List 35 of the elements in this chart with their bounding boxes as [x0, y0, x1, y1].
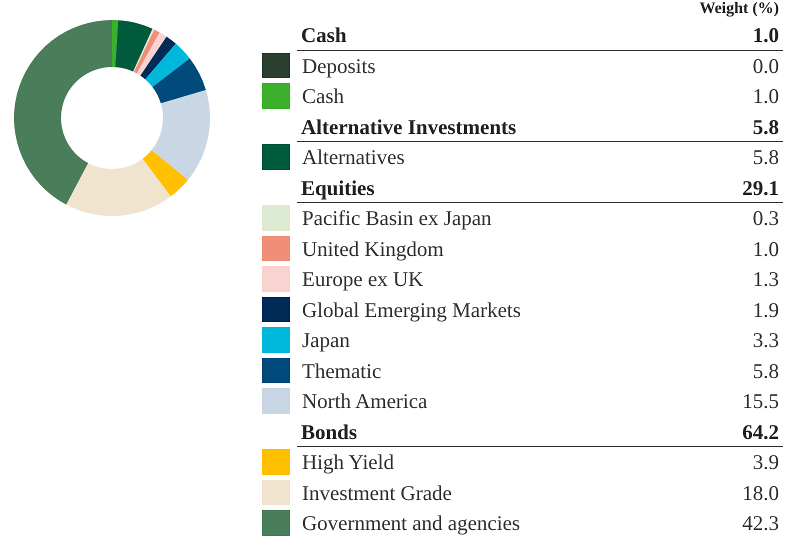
- legend-label: Deposits: [302, 54, 376, 78]
- data-label: 18.0: [742, 480, 779, 506]
- text: Alternative Investments: [301, 114, 516, 140]
- legend-label: Cash: [302, 84, 344, 109]
- data-label: 1.9: [752, 298, 779, 322]
- legend-label: Investment Grade: [302, 480, 452, 506]
- data-label: 5.8: [752, 358, 779, 384]
- legend-label: Thematic: [302, 358, 382, 384]
- text: 29.1: [742, 176, 779, 200]
- legend-label: North America: [302, 389, 428, 414]
- data-label: 1.0: [752, 236, 779, 262]
- data-label: 15.5: [742, 389, 779, 414]
- data-label: 0.3: [752, 206, 779, 231]
- legend-label: Alternatives: [302, 145, 405, 170]
- legend-title: Weight (%): [699, 0, 779, 18]
- legend-label: Global Emerging Markets: [302, 298, 521, 322]
- data-label: 3.9: [752, 450, 779, 475]
- legend-label: United Kingdom: [302, 236, 444, 262]
- legend-label: Japan: [302, 328, 350, 353]
- legend-label: Government and agencies: [302, 511, 520, 536]
- text: 5.8: [752, 114, 779, 138]
- text: Cash: [301, 23, 347, 48]
- data-label: 1.0: [752, 84, 779, 109]
- legend-label: High Yield: [302, 450, 394, 475]
- legend-label: Pacific Basin ex Japan: [302, 206, 492, 231]
- text: 0.0: [752, 54, 779, 78]
- text: Bonds: [301, 420, 358, 444]
- legend-label: Europe ex UK: [302, 267, 424, 292]
- text: Equities: [301, 176, 375, 200]
- data-label: 42.3: [742, 511, 779, 536]
- data-label: 3.3: [752, 328, 779, 353]
- data-label: 5.8: [752, 145, 779, 170]
- text: 1.0: [752, 23, 779, 47]
- data-label: 1.3: [752, 267, 779, 292]
- text: 64.2: [742, 420, 779, 444]
